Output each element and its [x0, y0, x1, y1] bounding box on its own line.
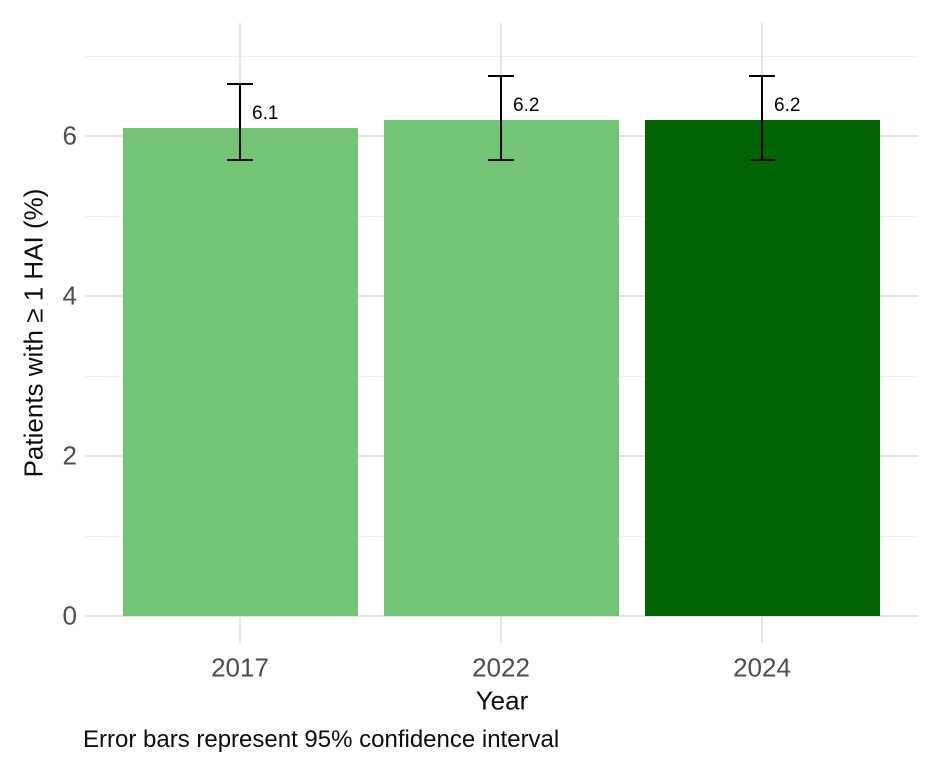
caption: Error bars represent 95% confidence inte…	[83, 726, 560, 753]
x-axis-title: Year	[475, 685, 529, 716]
error-bar-line	[499, 76, 503, 160]
y-tick-label-6: 6	[62, 120, 77, 151]
x-tick-label-2024: 2024	[733, 652, 791, 683]
error-bar-line	[760, 76, 764, 160]
bar-value-label: 6.2	[774, 95, 801, 116]
y-tick-label-0: 0	[62, 600, 77, 631]
plot-panel: 6.1 6.2 6.2	[85, 23, 918, 643]
error-bar-cap-top	[749, 74, 775, 78]
bar-2017	[122, 128, 358, 616]
error-bar-cap-bottom	[749, 158, 775, 162]
error-bar-line	[238, 84, 242, 160]
x-tick-label-2017: 2017	[211, 652, 269, 683]
bar-value-label: 6.1	[252, 103, 279, 124]
error-bar-cap-top	[488, 74, 514, 78]
x-tick-label-2022: 2022	[472, 652, 530, 683]
bar-2024	[644, 120, 880, 616]
error-bar-cap-bottom	[227, 158, 253, 162]
y-tick-label-4: 4	[62, 280, 77, 311]
error-bar-cap-top	[227, 82, 253, 86]
error-bar-cap-bottom	[488, 158, 514, 162]
y-axis-title: Patients with ≥ 1 HAI (%)	[18, 188, 49, 478]
bar-value-label: 6.2	[513, 95, 540, 116]
bar-2022	[383, 120, 619, 616]
y-tick-label-2: 2	[62, 440, 77, 471]
